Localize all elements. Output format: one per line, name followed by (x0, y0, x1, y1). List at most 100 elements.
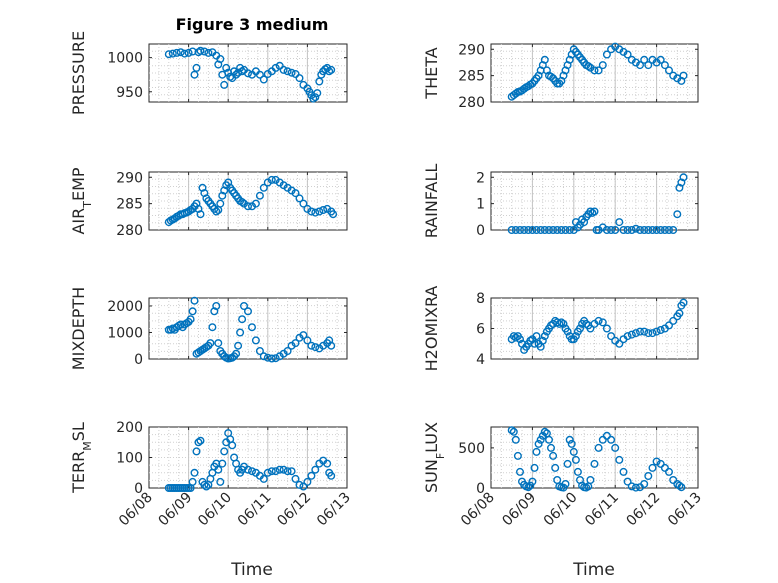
data-point (259, 75, 268, 84)
data-point (243, 202, 252, 211)
data-point (180, 49, 189, 58)
data-point (216, 199, 225, 208)
data-point (528, 225, 537, 234)
data-point (576, 324, 585, 333)
data-point (327, 471, 336, 480)
data-point (218, 191, 227, 200)
data-point (607, 435, 616, 444)
y-tick-label: 4 (476, 352, 485, 368)
data-point (530, 339, 539, 348)
data-point (631, 224, 640, 233)
data-point (673, 210, 682, 219)
data-point (176, 48, 185, 57)
data-point (259, 474, 268, 483)
data-point (669, 225, 678, 234)
data-point (323, 459, 332, 468)
data-point (656, 459, 665, 468)
data-point (640, 55, 649, 64)
data-point (238, 198, 247, 207)
data-point (186, 315, 195, 324)
y-tick-label: 100 (116, 451, 143, 467)
data-point (520, 225, 529, 234)
data-point (511, 435, 520, 444)
data-point (675, 481, 684, 490)
data-point (279, 465, 288, 474)
data-point (220, 447, 229, 456)
data-point (220, 80, 229, 89)
data-point (196, 210, 205, 219)
data-point (190, 70, 199, 79)
data-point (640, 327, 649, 336)
data-point (232, 70, 241, 79)
y-axis-label-2: THETA (422, 47, 441, 99)
data-point (627, 330, 636, 339)
data-point (513, 451, 522, 460)
data-point (648, 225, 657, 234)
data-point (311, 93, 320, 102)
y-axis-label-8: SUNFLUX (422, 422, 447, 493)
y-tick-label: 2 (476, 170, 485, 186)
y-tick-label: 950 (116, 85, 143, 101)
data-point (255, 347, 264, 356)
data-point (665, 66, 674, 75)
data-point (255, 70, 264, 79)
data-point (545, 225, 554, 234)
data-point (204, 48, 213, 57)
data-point (644, 225, 653, 234)
y-tick-label: 285 (458, 69, 485, 85)
data-point (299, 331, 308, 340)
data-point (679, 173, 688, 182)
data-point (565, 225, 574, 234)
data-point (243, 465, 252, 474)
data-point (267, 467, 276, 476)
x-tick-label: 06/09 (156, 490, 196, 530)
y-tick-label: 1000 (107, 325, 143, 341)
data-point (665, 467, 674, 476)
data-point (607, 225, 616, 234)
data-point (509, 427, 518, 436)
data-point (532, 332, 541, 341)
data-point (311, 208, 320, 217)
data-point (202, 482, 211, 491)
y-tick-label: 285 (116, 197, 143, 213)
data-point (563, 459, 572, 468)
data-point (251, 199, 260, 208)
data-point (507, 426, 516, 435)
data-point (563, 327, 572, 336)
data-point (283, 67, 292, 76)
data-point (538, 431, 547, 440)
data-point (214, 339, 223, 348)
data-point (627, 225, 636, 234)
data-point (528, 477, 537, 486)
y-tick-label: 8 (476, 291, 485, 307)
data-point (295, 194, 304, 203)
data-point (327, 65, 336, 74)
data-point (652, 457, 661, 466)
data-point (315, 207, 324, 216)
data-point (271, 354, 280, 363)
data-point (561, 225, 570, 234)
data-point (665, 321, 674, 330)
data-point (263, 468, 272, 477)
x-tick-label: 06/10 (195, 490, 235, 530)
data-point (640, 225, 649, 234)
data-point (590, 66, 599, 75)
data-point (636, 61, 645, 70)
data-point (594, 66, 603, 75)
data-point (190, 468, 199, 477)
subplot-3: 280 285 290 AIRTEMP (69, 167, 348, 239)
data-point (247, 467, 256, 476)
data-point (275, 465, 284, 474)
data-point (212, 207, 221, 216)
data-point (283, 347, 292, 356)
y-tick-label: 0 (134, 352, 143, 368)
data-point (559, 319, 568, 328)
axes-box-4 (490, 171, 699, 231)
y-axis-label-4: RAINFALL (422, 164, 441, 239)
data-point (307, 207, 316, 216)
data-point (239, 302, 248, 311)
data-point (648, 329, 657, 338)
data-point (644, 329, 653, 338)
